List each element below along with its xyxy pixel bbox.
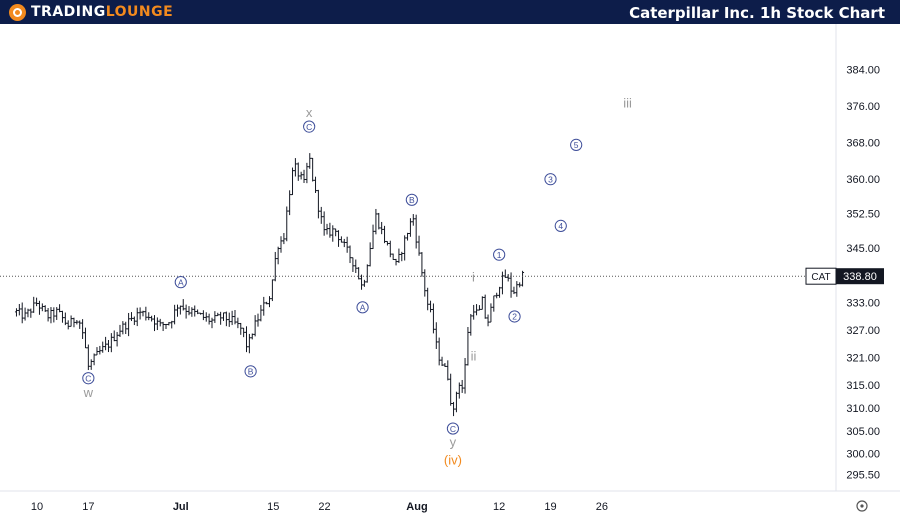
- time-axis[interactable]: 10 17 Jul 15 22 Aug 12 19 26: [31, 500, 868, 513]
- wave-label: (iv): [444, 453, 462, 468]
- price-tick-label: 321.00: [846, 353, 880, 365]
- wave-label-ring: [446, 422, 460, 435]
- time-tick-label: 22: [318, 501, 330, 513]
- wave-label-circled: B: [405, 193, 418, 206]
- wave-label-circled: B: [244, 365, 257, 378]
- wave-label-ring: [544, 173, 557, 186]
- time-tick-label: 19: [544, 501, 556, 513]
- price-tick-label: 333.00: [846, 298, 880, 310]
- wave-label-ring: [493, 248, 506, 261]
- last-price-tag: CAT 338.80: [805, 267, 884, 285]
- wave-label: i: [472, 270, 475, 285]
- wave-label-circled: 5: [570, 138, 583, 152]
- price-tick-label: 352.50: [846, 209, 880, 221]
- price-tick-label: 327.00: [846, 325, 880, 337]
- wave-label-ring: [174, 276, 187, 289]
- wave-label-text: 1: [497, 250, 502, 260]
- price-tick-label: 300.00: [846, 449, 880, 461]
- settings-gear-icon[interactable]: [856, 500, 868, 512]
- wave-label-ring: [508, 310, 521, 323]
- price-tick-label: 295.50: [846, 469, 880, 481]
- wave-label-text: 5: [574, 140, 579, 150]
- wave-label-circled: C: [446, 422, 460, 435]
- wave-label-text: B: [248, 367, 254, 377]
- wave-label-ring: [303, 120, 316, 133]
- trading-lounge-logo: TRADINGLOUNGE: [9, 3, 173, 21]
- wave-label-ring: [570, 138, 583, 152]
- logo-icon: [9, 3, 26, 21]
- price-tick-label: 305.00: [846, 426, 880, 438]
- wave-label-ring: [356, 301, 369, 314]
- logo-text: TRADINGLOUNGE: [31, 4, 173, 20]
- wave-label-text: B: [409, 195, 415, 205]
- wave-label-circled: A: [174, 276, 187, 289]
- wave-label-ring: [82, 372, 95, 385]
- gear-hub: [860, 504, 864, 508]
- wave-label-text: 3: [548, 174, 553, 184]
- wave-label-ring: [244, 365, 257, 378]
- time-tick-label: 15: [267, 501, 279, 513]
- wave-label-circled: 1: [493, 248, 506, 261]
- price-tick-label: 376.00: [846, 101, 880, 113]
- wave-label-circled: 4: [554, 219, 567, 232]
- wave-label: ii: [471, 348, 477, 363]
- wave-label-circled: 2: [508, 310, 521, 323]
- wave-label-ring: [405, 193, 418, 206]
- ohlc-bars: [14, 153, 525, 417]
- header-bar: TRADINGLOUNGE Caterpillar Inc. 1h Stock …: [0, 0, 900, 24]
- wave-label-text: A: [360, 303, 366, 313]
- wave-label: x: [306, 105, 313, 120]
- wave-label: y: [450, 434, 457, 449]
- price-box: [836, 268, 884, 285]
- time-tick-label: 17: [82, 501, 94, 513]
- price-tick-label: 368.00: [846, 138, 880, 150]
- wave-label-text: 4: [558, 221, 563, 231]
- time-tick-label: Aug: [406, 501, 427, 513]
- wave-label-text: A: [178, 277, 184, 287]
- wave-label-text: 2: [512, 312, 517, 322]
- price-axis[interactable]: 384.00 376.00 368.00 360.00 352.50 345.00 333.…: [805, 64, 884, 481]
- price-tick-label: 384.00: [846, 64, 880, 76]
- wave-label: w: [83, 385, 94, 400]
- wave-label-text: C: [306, 122, 312, 132]
- wave-label-ring: [554, 219, 567, 232]
- time-tick-label: Jul: [173, 501, 189, 513]
- time-tick-label: 10: [31, 501, 43, 513]
- wave-label-text: C: [450, 424, 456, 434]
- wave-label-text: C: [85, 373, 91, 383]
- price-tick-label: 310.00: [846, 403, 880, 415]
- price-tick-label: 315.00: [846, 380, 880, 392]
- wave-label-circled: 3: [544, 173, 557, 186]
- logo-text-part1: TRADING: [31, 4, 106, 20]
- gear-ring: [856, 500, 868, 512]
- last-price-value: 338.80: [843, 271, 877, 283]
- price-tick-label: 345.00: [846, 243, 880, 255]
- chart-title: Caterpillar Inc. 1h Stock Chart: [629, 4, 885, 22]
- logo-text-part2: LOUNGE: [105, 4, 174, 20]
- wave-label-circled: A: [356, 301, 369, 314]
- wave-label-circled: C: [303, 120, 316, 133]
- time-tick-label: 12: [493, 501, 505, 513]
- ticker-label: CAT: [811, 272, 830, 283]
- price-tick-label: 360.00: [846, 174, 880, 186]
- wave-label-circled: C: [82, 372, 95, 385]
- time-tick-label: 26: [596, 501, 608, 513]
- wave-label: iii: [623, 96, 632, 111]
